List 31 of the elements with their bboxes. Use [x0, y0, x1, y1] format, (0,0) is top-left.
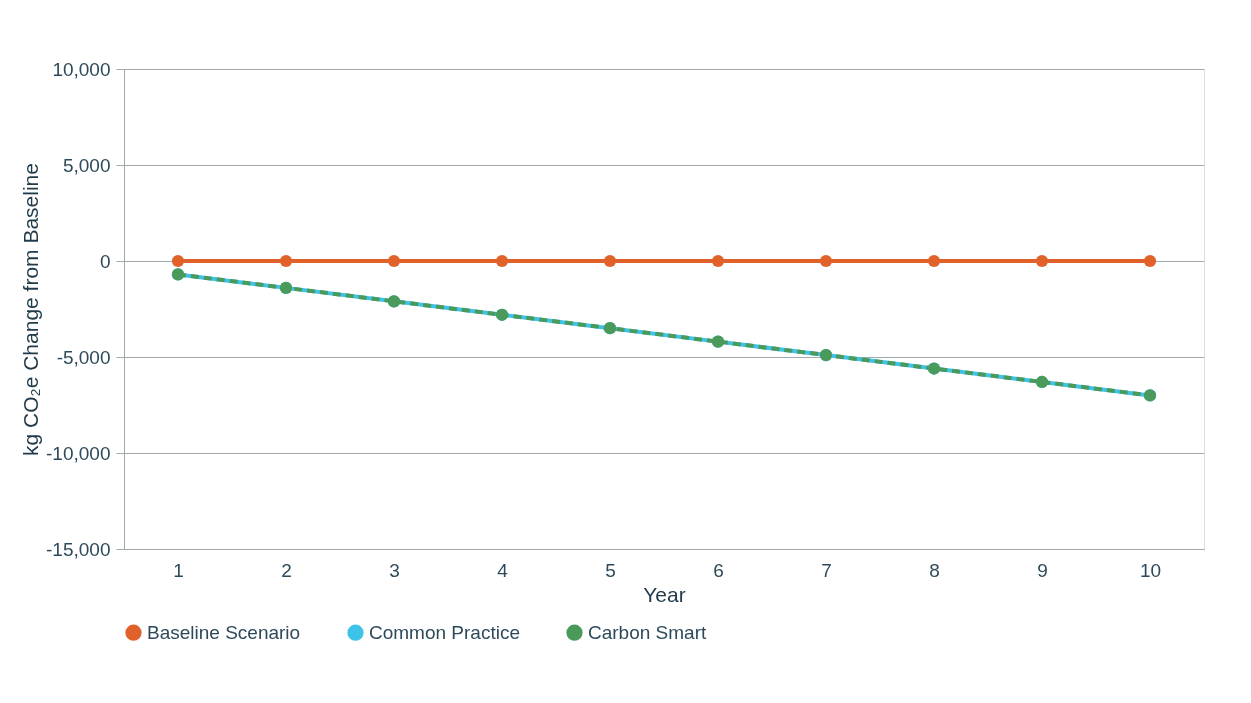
x-tick-label: 9 [1037, 559, 1048, 581]
y-tick-label: 5,000 [62, 154, 111, 176]
point [387, 254, 401, 268]
y-tick-label: -15,000 [46, 538, 111, 560]
point [603, 254, 617, 268]
x-tick-label: 1 [173, 559, 184, 581]
x-tick-label: 8 [929, 559, 940, 581]
x-axis-title: Year [643, 582, 686, 606]
x-tick-label: 5 [605, 559, 616, 581]
y-tick-label: -5,000 [56, 346, 111, 368]
point [171, 254, 185, 268]
point [711, 254, 725, 268]
x-tick-label: 3 [389, 559, 400, 581]
point [1035, 254, 1049, 268]
x-tick-label: 6 [713, 559, 724, 581]
y-tick-label: 10,000 [52, 58, 111, 80]
point [495, 254, 509, 268]
point [279, 254, 293, 268]
legend-label: Baseline Scenario [147, 621, 301, 643]
y-axis-title: kg CO₂e Change from Baseline [19, 163, 43, 456]
point [819, 254, 833, 268]
x-tick-label: 7 [821, 559, 832, 581]
y-tick-label: -10,000 [46, 442, 111, 464]
legend-label: Common Practice [369, 621, 520, 643]
legend-label: Carbon Smart [588, 621, 707, 643]
point [1143, 254, 1157, 268]
x-tick-label: 4 [497, 559, 509, 581]
y-tick-label: 0 [99, 250, 111, 272]
point [927, 254, 941, 268]
x-tick-label: 10 [1139, 559, 1162, 581]
x-tick-label: 2 [281, 559, 292, 581]
